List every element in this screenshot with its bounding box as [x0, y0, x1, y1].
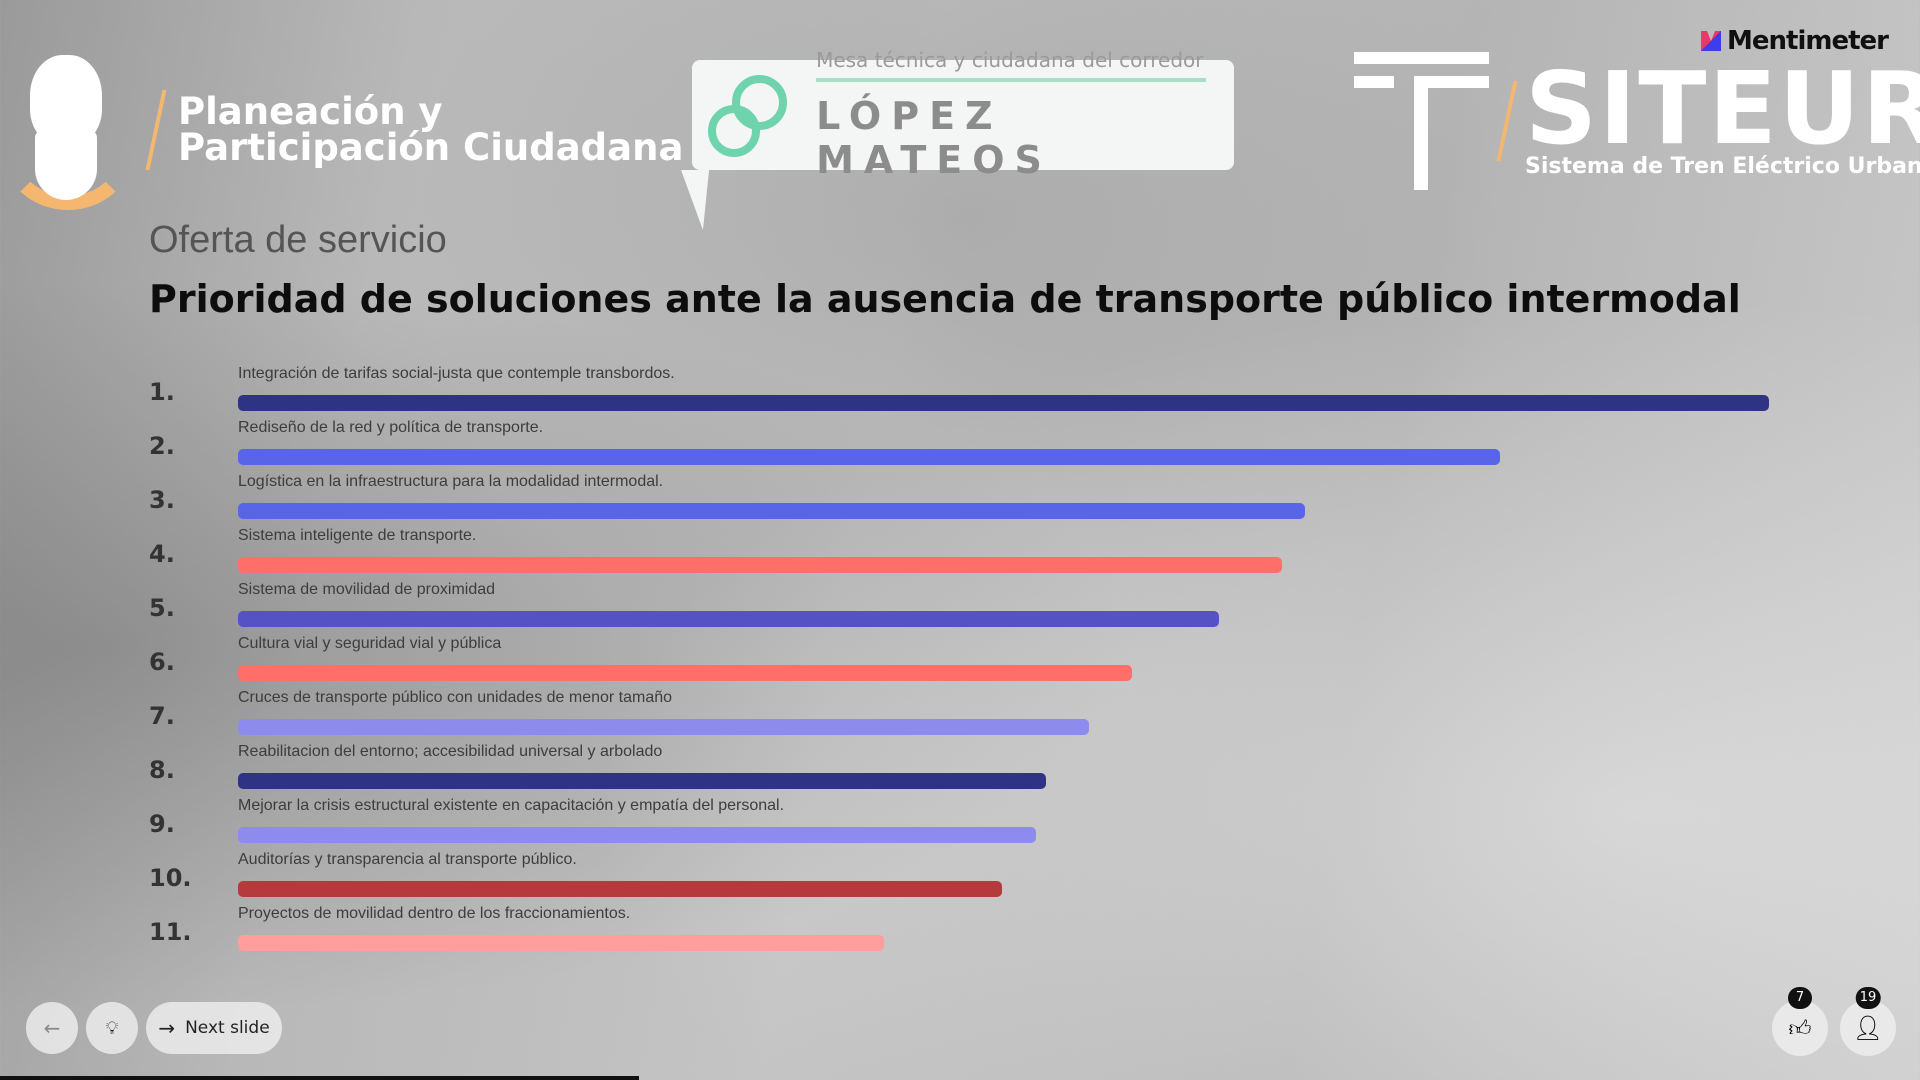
lightbulb-icon: 💡︎ — [105, 1017, 119, 1039]
item-rank: 6. — [149, 648, 175, 676]
list-item: 1. Integración de tarifas social-justa qu… — [149, 362, 1849, 416]
item-label: Integración de tarifas social-justa que … — [238, 365, 675, 382]
item-rank: 4. — [149, 540, 175, 568]
list-item: 3. Logística en la infraestructura para l… — [149, 470, 1849, 524]
item-label: Rediseño de la red y política de transpo… — [238, 419, 544, 436]
item-label: Proyectos de movilidad dentro de los fra… — [238, 905, 631, 922]
list-item: 8. Reabilitacion del entorno; accesibilid… — [149, 740, 1849, 794]
siteur-t-icon — [1354, 52, 1489, 190]
item-label: Reabilitacion del entorno; accesibilidad… — [238, 743, 663, 760]
list-item: 10. Auditorías y transparencia al transpo… — [149, 848, 1849, 902]
next-slide-button[interactable]: → Next slide — [146, 1002, 282, 1054]
ppc-line2: Participación Ciudadana — [178, 126, 684, 169]
list-item: 9. Mejorar la crisis estructural existent… — [149, 794, 1849, 848]
list-item: 7. Cruces de transporte público con unida… — [149, 686, 1849, 740]
item-rank: 5. — [149, 594, 175, 622]
item-bar — [238, 665, 1133, 681]
list-item: 4. Sistema inteligente de transporte. — [149, 524, 1849, 578]
mentimeter-icon — [1701, 31, 1722, 51]
mentimeter-text: Mentimeter — [1727, 26, 1889, 56]
siteur-name: SITEUR — [1525, 49, 1920, 167]
item-bar — [238, 827, 1036, 843]
arrow-left-icon: ← — [43, 1016, 61, 1040]
item-bar — [238, 773, 1047, 789]
arrow-right-icon: → — [158, 1016, 176, 1040]
mentimeter-logo: Mentimeter — [1701, 26, 1889, 56]
lm-title: LÓPEZ MATEOS — [816, 94, 1052, 182]
item-rank: 10. — [149, 864, 192, 892]
reactions-count: 7 — [1788, 987, 1812, 1009]
thumbs-up-icon: 👍︎ — [1788, 1016, 1812, 1042]
item-label: Auditorías y transparencia al transporte… — [238, 851, 577, 868]
item-bar — [238, 611, 1220, 627]
item-rank: 7. — [149, 702, 175, 730]
item-bar — [238, 557, 1283, 573]
item-label: Cruces de transporte público con unidade… — [238, 689, 673, 706]
list-item: 2. Rediseño de la red y política de trans… — [149, 416, 1849, 470]
lm-subtitle: Mesa técnica y ciudadana del corredor — [816, 48, 1207, 82]
person-icon: 👤︎ — [1852, 1014, 1884, 1042]
next-slide-label: Next slide — [185, 1018, 270, 1038]
hint-button[interactable]: 💡︎ — [86, 1002, 138, 1054]
tree-icon — [0, 50, 140, 210]
item-rank: 1. — [149, 378, 175, 406]
ranking-list: 1. Integración de tarifas social-justa qu… — [149, 362, 1849, 956]
participants-button[interactable]: 19 👤︎ — [1840, 987, 1896, 1056]
item-rank: 11. — [149, 918, 192, 946]
item-rank: 2. — [149, 432, 175, 460]
ppc-line1: Planeación y — [178, 90, 443, 133]
back-button[interactable]: ← — [26, 1002, 78, 1054]
item-bar — [238, 503, 1306, 519]
slide-heading: Prioridad de soluciones ante la ausencia… — [149, 277, 1741, 321]
list-item: 5. Sistema de movilidad de proximidad — [149, 578, 1849, 632]
item-label: Sistema de movilidad de proximidad — [238, 581, 496, 598]
item-bar — [238, 395, 1769, 411]
item-bar — [238, 935, 885, 951]
item-rank: 3. — [149, 486, 175, 514]
chat-bubbles-icon — [702, 65, 796, 165]
item-label: Mejorar la crisis estructural existente … — [238, 797, 785, 814]
item-label: Cultura vial y seguridad vial y pública — [238, 635, 502, 652]
siteur-subtitle: Sistema de Tren Eléctrico Urbano — [1525, 153, 1920, 179]
presentation-progress-bar — [0, 1076, 640, 1080]
item-rank: 8. — [149, 756, 175, 784]
item-label: Logística en la infraestructura para la … — [238, 473, 664, 490]
participants-count: 19 — [1855, 987, 1881, 1009]
item-rank: 9. — [149, 810, 175, 838]
planeacion-logo: Planeación y Participación Ciudadana — [0, 50, 683, 210]
list-item: 6. Cultura vial y seguridad vial y públic… — [149, 632, 1849, 686]
reactions-button[interactable]: 7 👍︎ — [1772, 987, 1828, 1056]
item-bar — [238, 449, 1500, 465]
slide-subtitle: Oferta de servicio — [149, 219, 447, 261]
list-item: 11. Proyectos de movilidad dentro de los … — [149, 902, 1849, 956]
item-bar — [238, 719, 1090, 735]
item-bar — [238, 881, 1002, 897]
item-label: Sistema inteligente de transporte. — [238, 527, 477, 544]
siteur-logo: SITEUR Sistema de Tren Eléctrico Urbano — [1354, 52, 1920, 190]
lopez-mateos-logo: Mesa técnica y ciudadana del corredor LÓ… — [692, 48, 1234, 182]
